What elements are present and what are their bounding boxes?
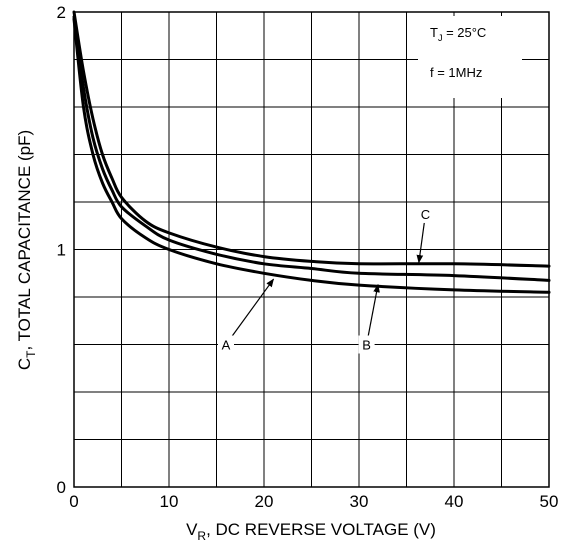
callouts: A B C (218, 204, 434, 354)
callout-box-c (417, 204, 434, 223)
x-tick-label: 50 (540, 492, 559, 511)
series-line-c (72, 10, 551, 268)
callout-label-a: A (222, 338, 231, 353)
x-axis-label: VR, DC REVERSE VOLTAGE (V) (186, 520, 436, 543)
grid-lines (74, 12, 549, 487)
x-tick-label: 20 (255, 492, 274, 511)
callout-arrow-c (416, 222, 425, 264)
series-line-b (72, 15, 551, 282)
callout-box-b (358, 335, 375, 354)
x-tick-label: 10 (160, 492, 179, 511)
callout-arrow-b (367, 283, 380, 336)
annotation-box (418, 16, 522, 98)
callout-box-a (218, 335, 234, 354)
frequency-annotation: f = 1MHz (430, 65, 482, 80)
tick-labels: 0 10 20 30 40 50 0 1 2 (57, 3, 559, 511)
temperature-annotation: TJ = 25°C (430, 25, 486, 43)
y-tick-label: 2 (57, 3, 66, 22)
x-tick-label: 40 (445, 492, 464, 511)
plot-frame (73, 11, 550, 488)
x-tick-label: 0 (69, 492, 78, 511)
x-tick-label: 30 (350, 492, 369, 511)
y-tick-label: 0 (57, 478, 66, 497)
callout-arrow-a (230, 278, 274, 338)
series-line-a (72, 17, 551, 294)
callout-label-c: C (421, 207, 430, 222)
y-tick-label: 1 (57, 241, 66, 260)
y-axis-label: CT, TOTAL CAPACITANCE (pF) (15, 130, 38, 370)
series-lines (72, 10, 551, 294)
callout-label-b: B (362, 338, 371, 353)
